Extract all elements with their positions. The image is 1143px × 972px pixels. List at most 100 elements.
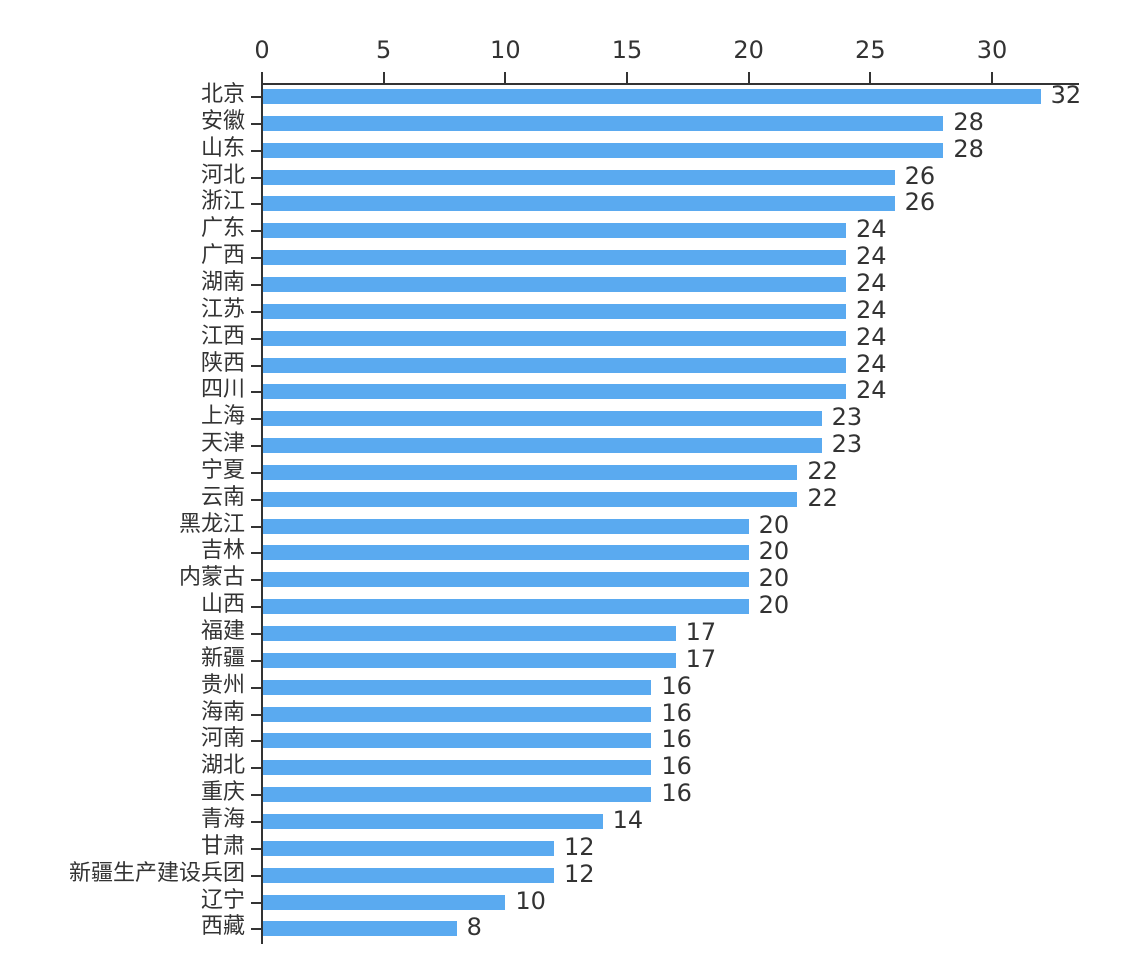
y-tick-mark <box>251 418 261 421</box>
value-label: 20 <box>758 591 790 620</box>
y-tick-mark <box>251 337 261 340</box>
bar-row: 四川 24 <box>0 376 1143 405</box>
bar <box>263 760 652 776</box>
x-tick-mark <box>626 72 628 84</box>
y-axis-line <box>261 84 263 944</box>
category-label: 北京 <box>200 82 245 107</box>
value-label: 22 <box>807 483 838 512</box>
category-label: 广东 <box>200 216 245 242</box>
y-tick-mark <box>251 767 261 770</box>
bar <box>263 169 895 185</box>
value-label: 20 <box>758 537 790 566</box>
value-label: 32 <box>1050 81 1082 109</box>
y-tick-mark <box>251 391 261 394</box>
category-label: 黑龙江 <box>178 511 245 537</box>
y-tick-mark <box>251 659 261 662</box>
bar-row: 河北 26 <box>0 162 1143 191</box>
bar-row: 天津 23 <box>0 430 1143 459</box>
bar <box>263 867 554 883</box>
bar-row: 江苏 24 <box>0 296 1143 325</box>
bar-row: 湖南 24 <box>0 269 1143 298</box>
bar-row: 重庆 16 <box>0 779 1143 808</box>
value-label: 14 <box>612 805 644 834</box>
bar <box>263 491 798 507</box>
value-label: 10 <box>515 886 546 915</box>
value-label: 23 <box>831 430 863 459</box>
bar-row: 山西 20 <box>0 591 1143 620</box>
bar-row: 北京 32 <box>0 81 1143 110</box>
bar-row: 河南 16 <box>0 725 1143 754</box>
y-tick-mark <box>251 498 261 501</box>
value-label: 16 <box>661 671 692 700</box>
bar <box>263 733 652 749</box>
bar <box>263 438 822 454</box>
category-label: 山东 <box>200 135 245 161</box>
y-tick-mark <box>251 552 261 555</box>
bar-row: 湖北 16 <box>0 752 1143 781</box>
bar-row: 辽宁 10 <box>0 886 1143 916</box>
bar <box>263 894 506 910</box>
category-label: 重庆 <box>200 780 245 806</box>
y-tick-mark <box>251 874 261 877</box>
x-tick-mark <box>747 72 750 84</box>
category-label: 贵州 <box>200 672 245 698</box>
bar-row: 云南 22 <box>0 483 1143 513</box>
y-tick-mark <box>251 928 261 931</box>
category-label: 广西 <box>200 243 245 269</box>
x-axis-line <box>261 83 1079 85</box>
y-tick-mark <box>251 579 261 582</box>
category-label: 云南 <box>200 484 245 510</box>
bar-row: 安徽 28 <box>0 108 1143 137</box>
bar <box>263 626 676 641</box>
category-label: 青海 <box>200 806 245 832</box>
value-label: 24 <box>856 242 887 271</box>
y-tick-mark <box>251 847 261 850</box>
bar <box>263 330 846 346</box>
y-tick-mark <box>251 606 261 609</box>
value-label: 28 <box>953 134 984 163</box>
category-label: 甘肃 <box>200 833 245 859</box>
value-label: 24 <box>856 322 887 351</box>
y-tick-mark <box>251 713 261 716</box>
bar-row: 江西 24 <box>0 322 1143 352</box>
bar <box>263 840 554 856</box>
value-label: 23 <box>831 403 863 432</box>
x-tick-label: 20 <box>733 36 764 64</box>
x-tick-mark <box>382 72 385 84</box>
category-label: 海南 <box>200 699 245 725</box>
bar-row: 新疆生产建设兵团 12 <box>0 859 1143 889</box>
category-label: 江西 <box>200 323 245 349</box>
bar-row: 浙江 26 <box>0 189 1143 217</box>
y-tick-mark <box>251 740 261 743</box>
bar <box>263 572 749 588</box>
bar <box>263 89 1041 104</box>
category-label: 江苏 <box>200 296 245 322</box>
category-label: 陕西 <box>200 350 245 376</box>
y-tick-mark <box>251 257 261 260</box>
category-label: 宁夏 <box>200 457 245 483</box>
bar <box>263 223 846 239</box>
value-label: 24 <box>856 376 887 405</box>
category-label: 河北 <box>200 162 245 188</box>
bar-row: 上海 23 <box>0 403 1143 432</box>
value-label: 16 <box>661 725 692 754</box>
bar-row: 福建 17 <box>0 619 1143 647</box>
bar-row: 宁夏 22 <box>0 457 1143 486</box>
category-label: 四川 <box>200 377 245 403</box>
bar-row: 新疆 17 <box>0 645 1143 674</box>
category-label: 上海 <box>200 404 245 430</box>
y-tick-mark <box>251 445 261 448</box>
category-label: 福建 <box>200 619 245 644</box>
bar-row: 山东 28 <box>0 134 1143 164</box>
value-label: 12 <box>564 859 595 888</box>
y-tick-mark <box>251 901 261 904</box>
value-label: 16 <box>661 752 692 781</box>
x-tick-label: 0 <box>254 36 270 64</box>
value-label: 16 <box>661 779 692 808</box>
bar <box>263 652 676 668</box>
value-label: 24 <box>856 349 887 378</box>
value-label: 8 <box>466 913 482 942</box>
category-label: 辽宁 <box>200 887 245 913</box>
category-label: 安徽 <box>200 108 245 134</box>
